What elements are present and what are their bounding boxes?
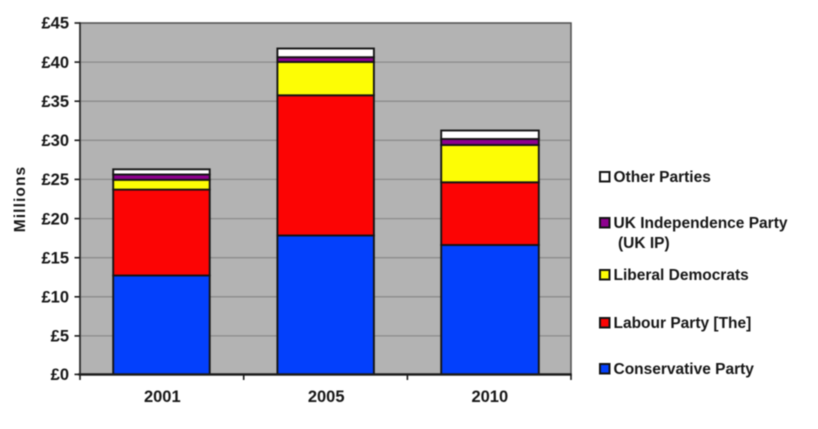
svg-text:£30: £30 <box>41 132 69 150</box>
svg-text:£20: £20 <box>41 210 69 228</box>
svg-text:2001: 2001 <box>144 388 181 406</box>
svg-text:Millions: Millions <box>12 166 29 233</box>
svg-text:Liberal Democrats: Liberal Democrats <box>614 267 749 284</box>
svg-text:£35: £35 <box>41 93 69 111</box>
svg-text:Other Parties: Other Parties <box>614 169 711 186</box>
svg-text:Labour Party [The]: Labour Party [The] <box>614 315 752 332</box>
svg-text:£15: £15 <box>41 249 69 267</box>
svg-text:£25: £25 <box>41 171 69 189</box>
svg-text:£45: £45 <box>41 15 69 33</box>
svg-text:£5: £5 <box>51 328 69 346</box>
svg-text:(UK IP): (UK IP) <box>618 235 670 252</box>
svg-text:2005: 2005 <box>308 388 345 406</box>
svg-text:£10: £10 <box>41 289 69 307</box>
svg-text:2010: 2010 <box>471 388 508 406</box>
svg-text:Conservative Party: Conservative Party <box>614 361 755 378</box>
svg-text:UK Independence Party: UK Independence Party <box>614 215 788 232</box>
svg-text:£0: £0 <box>51 366 69 384</box>
svg-text:£40: £40 <box>41 54 69 72</box>
